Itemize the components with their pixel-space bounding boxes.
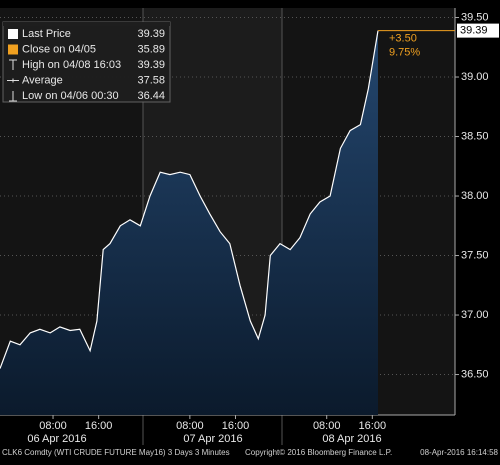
- y-tick-label: 37.50: [461, 249, 489, 261]
- area: [0, 30, 378, 415]
- x-tick-label: 08:00: [313, 420, 341, 432]
- legend-name: Close on 04/05: [22, 43, 96, 55]
- legend-header: [3, 22, 170, 26]
- day-label: 08 Apr 2016: [322, 433, 381, 445]
- last-price-box: [457, 23, 499, 38]
- footer: CLK6 Comdty (WTI CRUDE FUTURE May16) 3 D…: [2, 448, 230, 457]
- change-pct: 9.75%: [389, 47, 420, 59]
- legend-value: 36.44: [137, 90, 165, 102]
- legend-value: 39.39: [137, 59, 165, 71]
- line: [0, 30, 379, 369]
- change: +3.50: [389, 33, 417, 45]
- legend-value: 35.89: [137, 43, 165, 55]
- x-tick-label: 16:00: [85, 420, 113, 432]
- x-tick-label: 16:00: [222, 420, 250, 432]
- x-tick-label: 08:00: [39, 420, 67, 432]
- y-tick-label: 38.50: [461, 130, 489, 142]
- legend-value: 39.39: [137, 28, 165, 40]
- legend-icon: [9, 59, 17, 70]
- y-tick-label: 36.50: [461, 368, 489, 380]
- legend-name: Last Price: [22, 28, 71, 40]
- day-label: 07 Apr 2016: [183, 433, 242, 445]
- last-price-label: 39.39: [460, 25, 488, 37]
- y-tick-label: 37.00: [461, 309, 489, 321]
- legend-name: Average: [22, 74, 63, 86]
- x-tick-label: 16:00: [359, 420, 387, 432]
- legend-name: High on 04/08 16:03: [22, 59, 121, 71]
- legend-box: [2, 21, 171, 103]
- x-tick-label: 08:00: [176, 420, 204, 432]
- footer: Copyright© 2016 Bloomberg Finance L.P.: [245, 448, 392, 457]
- legend-name: Low on 04/06 00:30: [22, 90, 119, 102]
- legend-value: 37.58: [137, 74, 165, 86]
- legend-icon: [7, 78, 19, 83]
- day-label: 06 Apr 2016: [27, 433, 86, 445]
- legend-icon: [8, 44, 18, 55]
- y-tick-label: 39.00: [461, 71, 489, 83]
- y-tick-label: 39.50: [461, 11, 489, 23]
- legend-icon: [8, 29, 18, 39]
- legend-icon: [9, 91, 17, 102]
- footer: 08-Apr-2016 16:14:58: [420, 448, 498, 457]
- y-tick-label: 38.00: [461, 190, 489, 202]
